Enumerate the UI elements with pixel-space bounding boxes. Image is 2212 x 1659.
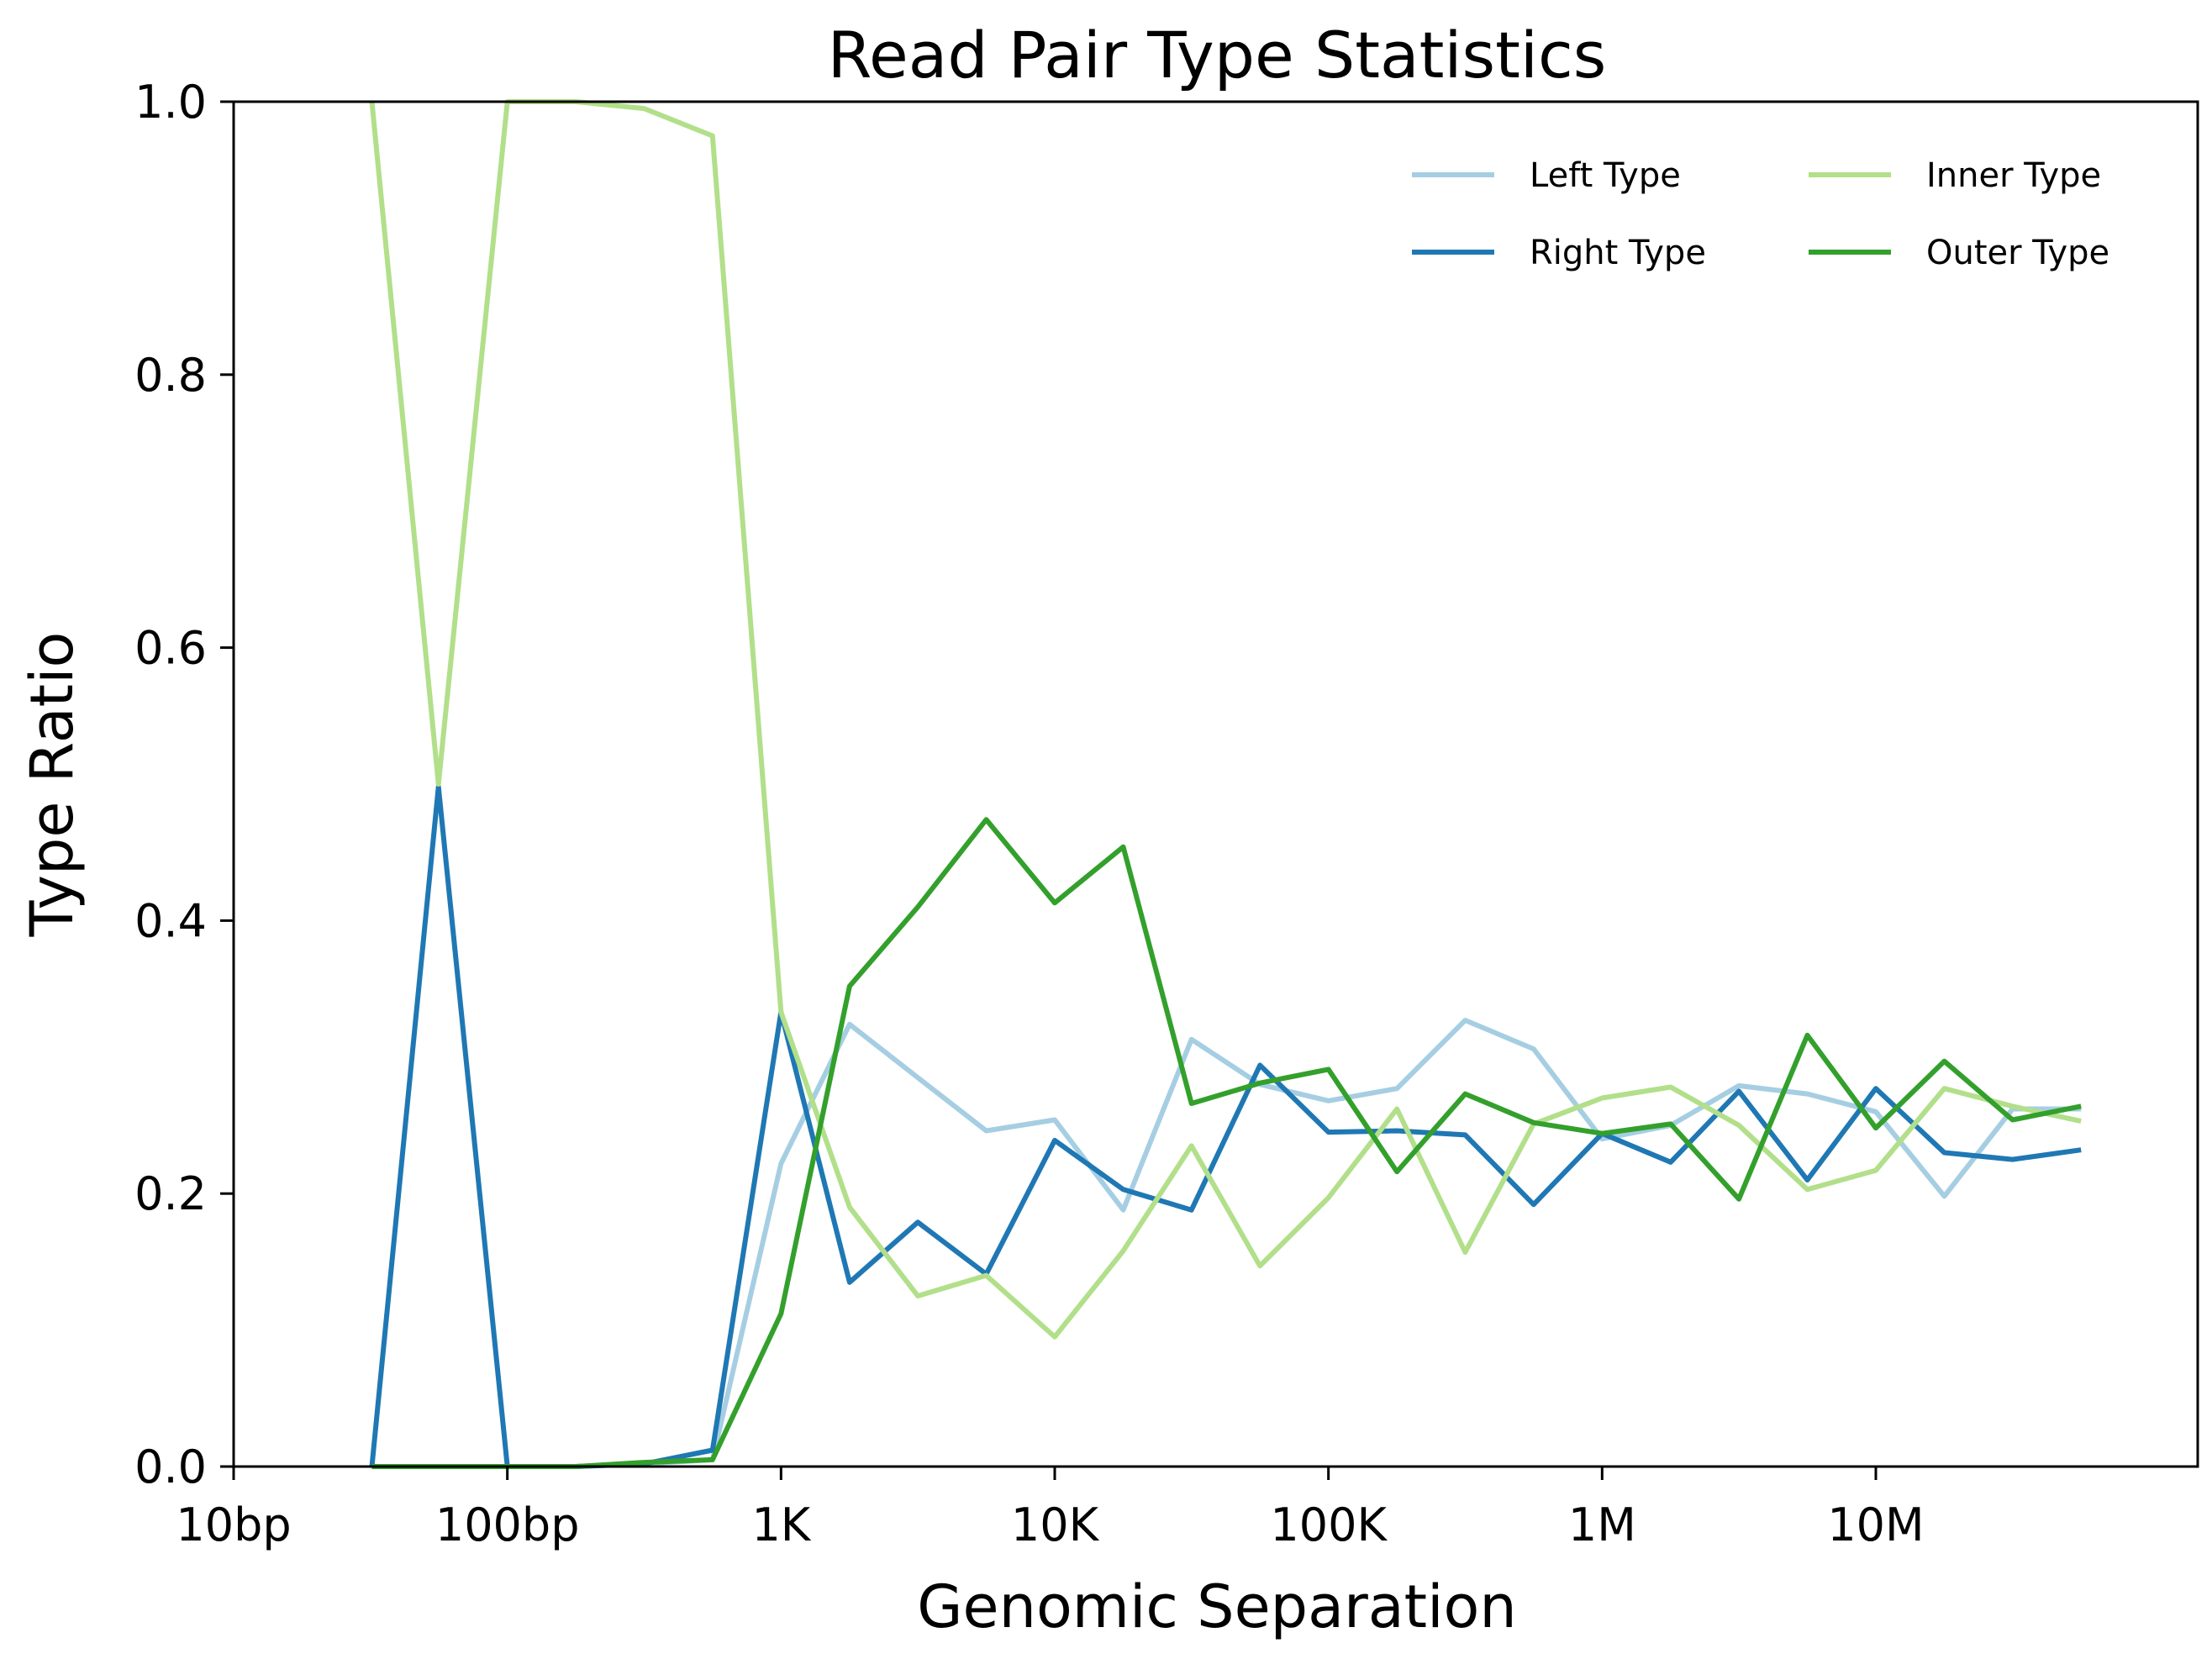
x-tick-label: 10K bbox=[1011, 1498, 1100, 1551]
y-tick-label: 0.8 bbox=[134, 349, 207, 402]
x-tick-label: 10M bbox=[1827, 1498, 1924, 1551]
y-axis: 0.0 0.2 0.4 0.6 0.8 1.0 bbox=[134, 76, 234, 1493]
legend-label-outer-type: Outer Type bbox=[1926, 234, 2109, 272]
series-line-outer-type bbox=[371, 817, 2082, 1469]
x-tick-label: 100K bbox=[1270, 1498, 1388, 1551]
plot-lines bbox=[369, 99, 2082, 1469]
x-axis: 10bp 100bp 1K 10K 100K 1M 10M bbox=[176, 1467, 1925, 1551]
legend: Left Type Right Type Inner Type Outer Type bbox=[1412, 156, 2109, 272]
x-tick-label: 1M bbox=[1568, 1498, 1636, 1551]
y-tick-label: 0.6 bbox=[134, 622, 207, 675]
y-tick-label: 0.2 bbox=[134, 1167, 207, 1220]
x-tick-label: 10bp bbox=[176, 1498, 291, 1551]
legend-label-inner-type: Inner Type bbox=[1926, 156, 2101, 195]
y-tick-label: 0.0 bbox=[134, 1440, 207, 1493]
legend-label-left-type: Left Type bbox=[1530, 156, 1681, 195]
y-tick-label: 0.4 bbox=[134, 894, 207, 947]
series-line-left-type bbox=[371, 1018, 2082, 1469]
x-tick-label: 100bp bbox=[435, 1498, 580, 1551]
y-tick-label: 1.0 bbox=[134, 76, 207, 129]
x-tick-label: 1K bbox=[751, 1498, 811, 1551]
x-axis-label: Genomic Separation bbox=[917, 1572, 1516, 1641]
series-line-right-type bbox=[369, 784, 2082, 1469]
plot-frame bbox=[232, 100, 2199, 1468]
legend-label-right-type: Right Type bbox=[1530, 234, 1706, 272]
y-axis-label: Type Ratio bbox=[18, 632, 87, 938]
series-line-inner-type bbox=[369, 99, 2082, 1340]
chart-title: Read Pair Type Statistics bbox=[828, 18, 1607, 92]
